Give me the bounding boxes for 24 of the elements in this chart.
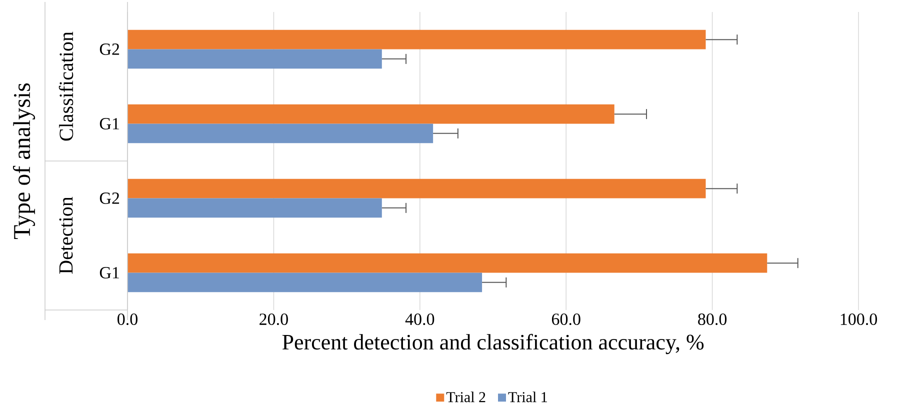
bar	[128, 198, 382, 218]
x-tick-label: 20.0	[260, 314, 288, 326]
x-tick-label: 40.0	[405, 314, 434, 326]
x-axis-title: Percent detection and classification accuracy, %	[282, 334, 704, 354]
y-axis-title: Type of analysis	[12, 83, 36, 240]
y-tick-label: G1	[100, 118, 119, 130]
x-tick-label: 100.0	[840, 314, 877, 326]
x-tick-label: 60.0	[552, 314, 580, 326]
text: Classification	[58, 32, 74, 141]
text: Detection	[59, 196, 73, 274]
x-tick-label: 0.0	[118, 314, 138, 326]
x-tick-label: 80.0	[698, 314, 727, 326]
bar	[128, 272, 482, 292]
y-tick-label: G2	[100, 192, 120, 204]
legend-label: Trial 1	[508, 392, 547, 402]
bar	[128, 30, 706, 50]
legend-label: Trial 2	[446, 392, 486, 402]
bar	[128, 49, 382, 69]
y-tick-label: G1	[100, 267, 119, 278]
bar	[128, 104, 614, 124]
bar	[128, 253, 768, 273]
bar	[128, 124, 434, 144]
y-tick-label: G2	[100, 44, 120, 55]
bar	[128, 178, 706, 198]
